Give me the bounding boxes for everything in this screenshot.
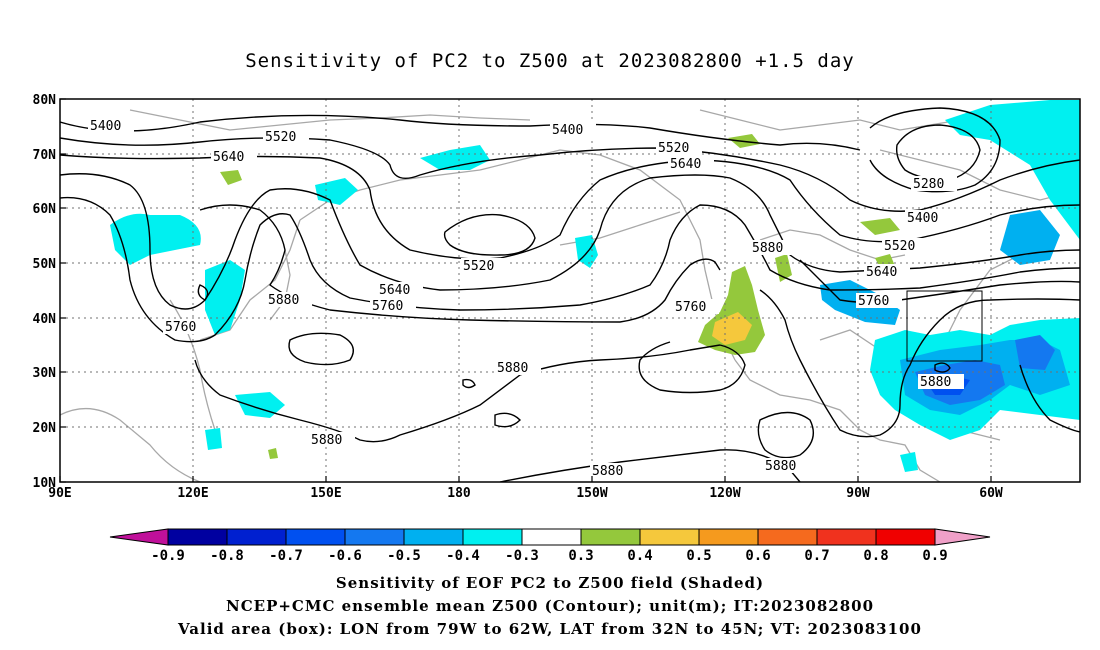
map-title: Sensitivity of PC2 to Z500 at 2023082800…: [245, 50, 855, 72]
colorbar-swatch: [521, 528, 582, 546]
contour-label: 5880: [920, 375, 951, 390]
colorbar-label: 0.9: [922, 548, 947, 564]
lon-label: 60W: [979, 486, 1003, 501]
contour-label: 5760: [858, 294, 889, 309]
contour-label: 5640: [670, 157, 701, 172]
colorbar-high-arrow: [934, 528, 991, 546]
contour-label: 5400: [90, 119, 121, 134]
footer-line-1: Sensitivity of EOF PC2 to Z500 field (Sh…: [335, 574, 765, 592]
contour-label: 5520: [658, 141, 689, 156]
colorbar-label: 0.7: [804, 548, 829, 564]
colorbar-swatch: [757, 528, 818, 546]
colorbar-swatch: [816, 528, 877, 546]
colorbar-swatch: [226, 528, 287, 546]
colorbar-label: -0.4: [446, 548, 480, 564]
footer-line-3: Valid area (box): LON from 79W to 62W, L…: [178, 620, 922, 638]
contour-label: 5280: [913, 177, 944, 192]
colorbar-label: -0.9: [151, 548, 185, 564]
lat-label: 60N: [33, 202, 57, 217]
colorbar-swatch: [580, 528, 641, 546]
map-frame: [59, 98, 1081, 483]
contour-label: 5760: [165, 320, 196, 335]
colorbar-label: 0.4: [627, 548, 652, 564]
lon-label: 150E: [310, 486, 341, 501]
colorbar-swatch: [167, 528, 228, 546]
lat-label: 40N: [33, 312, 57, 327]
lat-label: 30N: [33, 366, 57, 381]
contour-label: 5880: [765, 459, 796, 474]
axis-ticks: [59, 98, 992, 483]
contour-label: 5400: [907, 211, 938, 226]
colorbar-swatch: [639, 528, 700, 546]
contour-label: 5400: [552, 123, 583, 138]
contour-label: 5640: [379, 283, 410, 298]
longitude-labels: 90E 120E 150E 180 150W 120W 90W 60W: [48, 486, 1003, 501]
lat-label: 50N: [33, 257, 57, 272]
colorbar-label: 0.6: [745, 548, 770, 564]
contour-label: 5640: [866, 265, 897, 280]
colorbar-label: -0.6: [328, 548, 362, 564]
contour-label: 5880: [497, 361, 528, 376]
contour-label: 5520: [265, 130, 296, 145]
colorbar-swatch: [403, 528, 464, 546]
positive-sensitivity-shading: [220, 134, 900, 459]
contour-label: 5880: [268, 293, 299, 308]
colorbar-label: 0.3: [568, 548, 593, 564]
colorbar-label: -0.5: [387, 548, 421, 564]
contour-labels: 5400 5520 5640 5400 5520 5640 5280 5400 …: [88, 118, 964, 479]
colorbar-label: -0.8: [210, 548, 244, 564]
contour-label: 5640: [213, 150, 244, 165]
lon-label: 90W: [846, 486, 870, 501]
colorbar-swatch: [285, 528, 346, 546]
contour-label: 5520: [463, 259, 494, 274]
contour-label: 5520: [884, 239, 915, 254]
map-plot-area: 5400 5520 5640 5400 5520 5640 5280 5400 …: [60, 99, 1080, 482]
lon-label: 120E: [177, 486, 208, 501]
latitude-labels: 80N 70N 60N 50N 40N 30N 20N 10N: [33, 93, 57, 491]
colorbar-label: 0.8: [863, 548, 888, 564]
lon-label: 90E: [48, 486, 71, 501]
lon-label: 120W: [709, 486, 740, 501]
colorbar-label: 0.5: [686, 548, 711, 564]
colorbar-swatch: [698, 528, 759, 546]
contour-label: 5880: [592, 464, 623, 479]
lat-label: 70N: [33, 148, 57, 163]
lat-label: 20N: [33, 421, 57, 436]
colorbar-swatch: [344, 528, 405, 546]
lon-label: 180: [447, 486, 471, 501]
lat-label: 80N: [33, 93, 57, 108]
valid-area-box: [906, 290, 983, 362]
colorbar: -0.9 -0.8 -0.7 -0.6 -0.5 -0.4 -0.3 0.3 0.4 0.5 0.6…: [109, 528, 991, 564]
contour-label: 5760: [675, 300, 706, 315]
lat-label: 10N: [33, 476, 57, 491]
contour-label: 5880: [311, 433, 342, 448]
colorbar-low-arrow: [109, 528, 169, 546]
contour-label: 5760: [372, 299, 403, 314]
lon-label: 150W: [576, 486, 607, 501]
colorbar-label: -0.7: [269, 548, 303, 564]
footer-line-2: NCEP+CMC ensemble mean Z500 (Contour); u…: [226, 597, 874, 615]
contour-label: 5880: [752, 241, 783, 256]
colorbar-swatch: [875, 528, 936, 546]
colorbar-label: -0.3: [505, 548, 539, 564]
colorbar-swatch: [462, 528, 523, 546]
